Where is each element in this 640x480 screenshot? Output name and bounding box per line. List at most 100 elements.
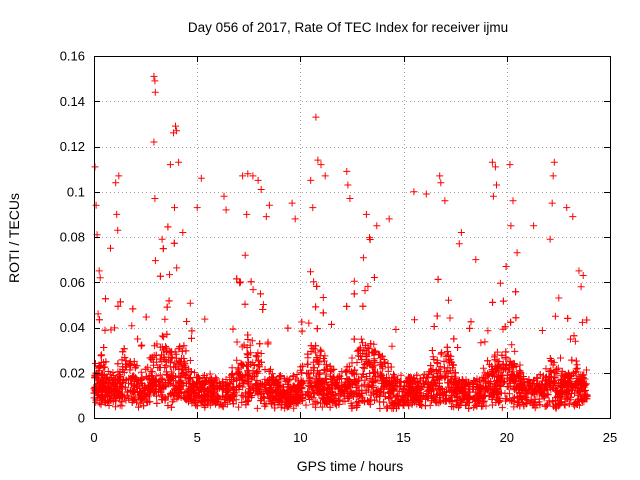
data-point [565, 400, 573, 408]
data-point [454, 344, 462, 351]
data-point [241, 251, 249, 259]
data-point [266, 375, 274, 383]
data-point [567, 393, 575, 401]
data-point [385, 395, 393, 402]
data-point [204, 400, 212, 408]
data-point [96, 399, 104, 407]
data-point [411, 394, 419, 402]
data-point [95, 267, 103, 275]
data-point [342, 368, 350, 376]
data-point [557, 354, 564, 362]
data-point [226, 395, 233, 403]
data-point [531, 395, 539, 403]
data-point [498, 379, 506, 387]
data-point [573, 386, 581, 394]
data-point [574, 391, 582, 399]
data-point [397, 371, 405, 379]
data-point [271, 404, 279, 412]
data-point [332, 392, 340, 399]
data-point [137, 376, 145, 384]
data-point [411, 378, 419, 385]
data-point [538, 327, 546, 334]
data-point [466, 324, 474, 332]
data-point [329, 373, 337, 381]
data-point [561, 373, 569, 381]
data-point [146, 391, 153, 399]
data-point [429, 353, 437, 361]
data-point [498, 374, 505, 382]
data-point [95, 316, 103, 324]
data-point [370, 369, 377, 377]
data-point [480, 398, 488, 406]
data-point [302, 401, 310, 409]
data-point [171, 385, 179, 393]
data-point [109, 389, 117, 397]
data-point [362, 386, 370, 394]
data-point [153, 340, 161, 348]
data-point [455, 240, 463, 248]
data-point [484, 327, 492, 335]
data-point [176, 343, 184, 351]
data-point [121, 383, 129, 391]
data-point [239, 172, 247, 180]
data-point [448, 403, 456, 410]
data-point [546, 368, 554, 375]
data-point [473, 402, 481, 410]
data-point [573, 364, 581, 372]
data-point [465, 388, 473, 396]
data-point [116, 368, 124, 376]
data-point [494, 390, 501, 398]
data-point [337, 390, 345, 398]
data-point [249, 172, 257, 180]
data-point [557, 398, 565, 406]
data-point [286, 398, 294, 406]
data-point [305, 319, 313, 327]
data-point [564, 314, 572, 322]
data-point [238, 343, 246, 351]
data-point [115, 172, 123, 180]
data-point [125, 395, 133, 403]
data-point [551, 369, 559, 377]
data-point [118, 356, 126, 364]
data-point [472, 256, 480, 264]
data-point [253, 382, 261, 390]
data-point [306, 383, 314, 390]
data-point [516, 367, 524, 375]
data-point [254, 367, 262, 375]
data-point [506, 161, 514, 169]
data-point [366, 236, 374, 243]
data-point [575, 267, 583, 275]
data-point [448, 388, 456, 396]
data-point [326, 403, 334, 411]
data-point [384, 360, 392, 367]
data-point [254, 349, 262, 357]
data-point [532, 383, 540, 391]
data-point [134, 388, 141, 396]
y-tick-label: 0.14 [60, 94, 85, 109]
data-point [545, 379, 553, 387]
data-point [380, 389, 388, 397]
data-point [382, 376, 390, 384]
data-point [91, 387, 99, 395]
data-point [414, 384, 422, 392]
data-point [578, 396, 586, 404]
data-point [370, 340, 378, 348]
data-point [238, 398, 246, 406]
data-point [418, 383, 426, 391]
data-point [562, 381, 570, 389]
data-point [245, 369, 253, 377]
data-point [306, 374, 314, 382]
data-point [134, 335, 142, 343]
data-point [222, 206, 230, 214]
ticks-layer [94, 56, 611, 419]
data-point [343, 367, 351, 375]
data-point [481, 338, 489, 346]
data-point [379, 380, 387, 387]
x-tick-label: 10 [293, 430, 307, 445]
data-point [258, 358, 265, 366]
data-point [459, 396, 467, 403]
data-point [253, 353, 261, 361]
data-point [558, 382, 566, 390]
data-point [202, 378, 210, 385]
data-point [167, 403, 175, 411]
